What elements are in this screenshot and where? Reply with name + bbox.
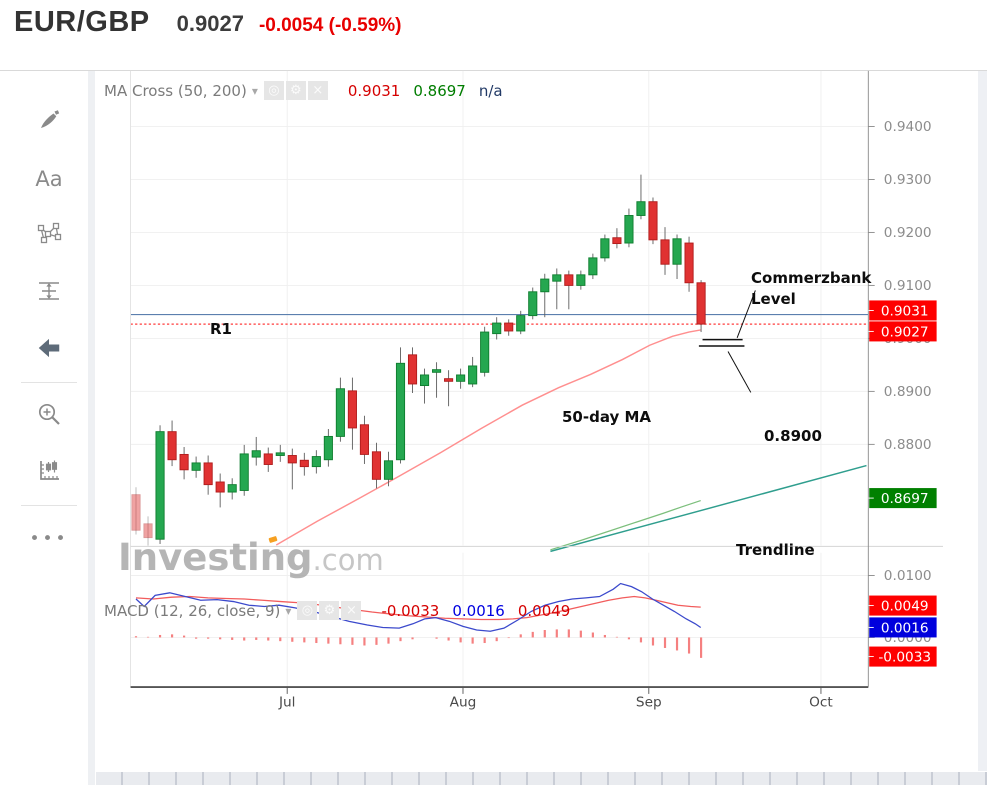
investing-watermark: Investing.com [118,535,384,579]
svg-text:0.9027: 0.9027 [881,324,929,340]
left-arrow-icon [35,334,63,366]
price-change: -0.0054 (-0.59%) [258,15,402,36]
text-tool-icon: Aa [35,166,63,191]
svg-text:0.0100: 0.0100 [884,568,932,584]
ruler-candles-icon [36,458,62,488]
instrument-symbol: EUR/GBP [14,6,150,38]
zoom-in-icon [36,401,62,431]
svg-text:Oct: Oct [809,695,833,711]
back-arrow-button[interactable] [21,321,77,378]
ma-cross-label[interactable]: MA Cross (50, 200) [104,81,247,100]
close-icon: × [345,603,357,618]
zoom-in-button[interactable] [21,387,77,444]
more-tools-button[interactable]: ••• [21,510,77,567]
svg-text:0.0049: 0.0049 [881,599,929,615]
svg-text:Sep: Sep [636,695,662,711]
vertical-range-icon [36,278,62,308]
price-chart-canvas[interactable]: 0.94000.93000.92000.91000.90000.89000.88… [0,70,987,785]
macd-indicator-row: MACD (12, 26, close, 9) ▾ ◎ ⚙ × -0.0033 … [104,601,583,620]
level-0.8900-annotation[interactable]: 0.8900 [764,427,822,445]
macd-signal-value: 0.0049 [517,601,571,620]
close-icon: × [312,83,324,98]
indicator-visibility-button[interactable]: ◎ [263,81,284,100]
svg-text:Jul: Jul [278,695,295,711]
indicator-close-button[interactable]: × [307,81,328,100]
svg-text:0.9200: 0.9200 [884,225,932,241]
commerzbank-annotation-line1: Commerzbank [751,269,872,287]
ma-cross-indicator-row: MA Cross (50, 200) ▾ ◎ ⚙ × 0.9031 0.8697… [104,81,516,100]
eye-icon: ◎ [268,83,280,98]
indicator-visibility-button[interactable]: ◎ [297,601,318,620]
measure-tool-button[interactable] [21,444,77,501]
last-price: 0.9027 [176,11,244,36]
svg-text:0.9031: 0.9031 [881,303,929,319]
horizontal-scrollbar[interactable] [96,772,987,785]
indicator-settings-button[interactable]: ⚙ [285,81,306,100]
chevron-down-icon[interactable]: ▾ [285,603,292,618]
projection-tool-button[interactable] [21,264,77,321]
commerzbank-annotation-line2: Level [751,290,796,308]
brush-icon [36,107,62,137]
indicator-close-button[interactable]: × [341,601,362,620]
toolbar-divider [21,505,77,506]
svg-text:0.9400: 0.9400 [884,119,932,135]
pattern-tool-button[interactable] [21,207,77,264]
macd-label[interactable]: MACD (12, 26, close, 9) [104,601,281,620]
svg-text:0.9100: 0.9100 [884,278,932,294]
gear-icon: ⚙ [323,603,336,618]
gear-icon: ⚙ [290,83,302,98]
r1-annotation[interactable]: R1 [210,320,232,338]
watermark-suffix: .com [312,543,384,577]
instrument-header: EUR/GBP 0.9027 -0.0054 (-0.59%) [14,6,402,39]
brush-tool-button[interactable] [21,93,77,150]
ellipsis-icon: ••• [29,528,69,549]
vertical-scrollbar[interactable] [978,71,987,771]
fifty-day-ma-annotation[interactable]: 50-day MA [562,408,652,426]
drawing-toolbar: Aa ••• [10,71,88,771]
svg-text:0.9300: 0.9300 [884,172,932,188]
chevron-down-icon[interactable]: ▾ [251,83,258,98]
commerzbank-annotation[interactable]: Commerzbank Level [751,268,871,310]
trendline-annotation[interactable]: Trendline [736,541,815,559]
svg-text:0.8800: 0.8800 [884,437,932,453]
svg-text:0.8900: 0.8900 [884,384,932,400]
svg-text:0.8697: 0.8697 [881,491,929,507]
xabcd-pattern-icon [36,221,62,251]
ma50-value: 0.9031 [347,81,401,100]
ma200-value: 0.8697 [413,81,466,100]
eye-icon: ◎ [301,603,314,618]
toolbar-chart-divider [88,71,95,785]
macd-line-value: 0.0016 [452,601,505,620]
text-tool-button[interactable]: Aa [21,150,77,207]
svg-text:0.0016: 0.0016 [881,620,929,636]
svg-text:-0.0033: -0.0033 [878,650,931,666]
macd-hist-value: -0.0033 [381,601,440,620]
svg-text:Aug: Aug [450,695,477,711]
ma-cross-na-value: n/a [478,81,503,100]
header-divider [0,70,987,71]
watermark-text: Investing [118,536,313,579]
indicator-settings-button[interactable]: ⚙ [319,601,340,620]
toolbar-divider [21,382,77,383]
